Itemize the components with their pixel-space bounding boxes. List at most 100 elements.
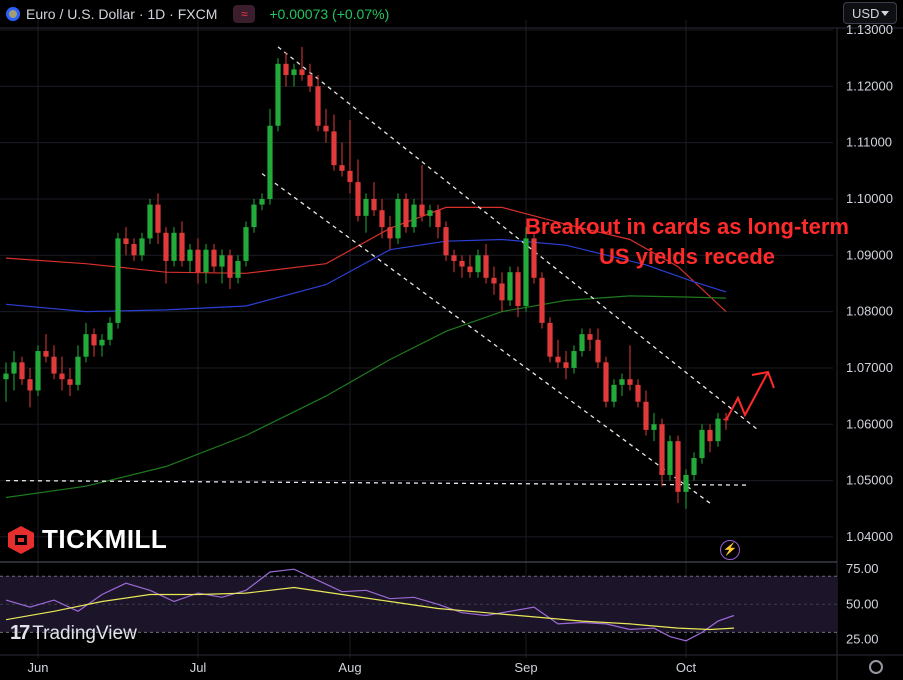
rsi-pane (0, 568, 837, 642)
candle-body (155, 204, 161, 233)
candle-body (59, 373, 65, 380)
moving-average-line (5, 238, 727, 313)
candle-body (515, 272, 521, 306)
gear-icon[interactable] (869, 660, 883, 674)
candle-body (531, 238, 537, 278)
price-tick-label: 1.11000 (846, 135, 892, 150)
time-tick-label: Aug (338, 660, 361, 675)
candle-body (203, 249, 209, 273)
time-tick-label: Sep (514, 660, 537, 675)
candle-body (307, 75, 313, 87)
candle-body (651, 424, 657, 430)
candle-body (91, 334, 97, 346)
candle-body (619, 379, 625, 385)
candle-body (547, 322, 553, 357)
candle-body (115, 238, 121, 323)
candle-body (283, 63, 289, 76)
candle-body (379, 210, 385, 228)
candle-body (323, 125, 329, 132)
breakout-arrow (725, 371, 769, 421)
candle-body (267, 125, 273, 199)
candle-body (699, 429, 705, 459)
breakout-arrow-head (751, 370, 775, 389)
channel-upper-line (277, 46, 759, 431)
candle-body (347, 170, 353, 183)
price-tick-label: 1.13000 (846, 22, 893, 37)
candle-body (11, 362, 17, 374)
tickmill-wordmark: TICKMILL (42, 524, 168, 554)
candle-body (259, 198, 265, 205)
candle-body (707, 429, 713, 442)
candle-body (299, 69, 305, 76)
candle-body (315, 86, 321, 126)
price-tick-label: 1.05000 (846, 473, 893, 488)
candle-body (195, 249, 201, 273)
candle-body (483, 255, 489, 278)
grid (0, 20, 833, 658)
wave-icon[interactable]: ≈ (233, 5, 256, 23)
time-tick-label: Jun (28, 660, 49, 675)
candle-body (235, 260, 241, 278)
candle-body (275, 63, 281, 126)
rsi-series-line (5, 586, 735, 631)
chart-header: Euro / U.S. Dollar · 1D · FXCM ≈ +0.0007… (6, 4, 389, 24)
price-tick-label: 1.12000 (846, 78, 893, 93)
currency-select[interactable]: USD (843, 2, 897, 24)
candle-body (499, 283, 505, 301)
candle-body (563, 362, 569, 368)
tradingview-mark-icon: 17 (10, 622, 30, 644)
candle-body (179, 232, 185, 261)
candle-body (475, 255, 481, 273)
candle-body (147, 204, 153, 239)
candle-body (107, 322, 113, 340)
candle-body (35, 351, 41, 391)
candle-body (403, 198, 409, 228)
candle-body (675, 441, 681, 492)
rsi-tick-label: 75.00 (846, 561, 879, 576)
candle-body (387, 227, 393, 239)
candle-body (395, 198, 401, 239)
candle-body (27, 379, 33, 391)
candle-body (427, 210, 433, 216)
candle-body (539, 277, 545, 323)
candle-body (451, 255, 457, 261)
candle-body (339, 165, 345, 171)
candle-body (251, 204, 257, 228)
candle-body (67, 379, 73, 385)
tickmill-logo: TICKMILL (6, 524, 167, 555)
candle-body (691, 458, 697, 475)
symbol-title[interactable]: Euro / U.S. Dollar · 1D · FXCM (26, 6, 218, 22)
candle-body (595, 339, 601, 363)
candle-body (371, 198, 377, 211)
price-tick-label: 1.08000 (846, 304, 893, 319)
candle-body (83, 334, 89, 357)
rsi-tick-label: 25.00 (846, 631, 879, 646)
annotation-line-1: Breakout in cards as long-term (525, 214, 849, 239)
support-line (5, 479, 751, 486)
lightning-icon[interactable]: ⚡ (720, 540, 740, 560)
candle-body (163, 232, 169, 261)
candle-body (683, 474, 689, 492)
candle-body (611, 384, 617, 402)
candle-body (587, 334, 593, 340)
rsi-series-line (5, 568, 735, 642)
candle-body (659, 424, 665, 475)
annotation-text: Breakout in cards as long-term US yields… (477, 212, 897, 272)
candle-body (467, 266, 473, 273)
candle-body (227, 255, 233, 278)
tradingview-logo[interactable]: 17 TradingView (10, 622, 137, 645)
tickmill-mark-icon (8, 525, 34, 554)
candle-body (491, 277, 497, 284)
candle-body (571, 351, 577, 368)
candle-body (211, 249, 217, 267)
candle-body (459, 260, 465, 267)
candle-body (355, 182, 361, 216)
candle-body (19, 362, 25, 380)
candle-body (139, 238, 145, 256)
candle-body (555, 356, 561, 363)
candle-body (643, 401, 649, 430)
candle-body (291, 69, 297, 76)
candle-body (3, 373, 9, 380)
price-tick-label: 1.10000 (846, 191, 893, 206)
